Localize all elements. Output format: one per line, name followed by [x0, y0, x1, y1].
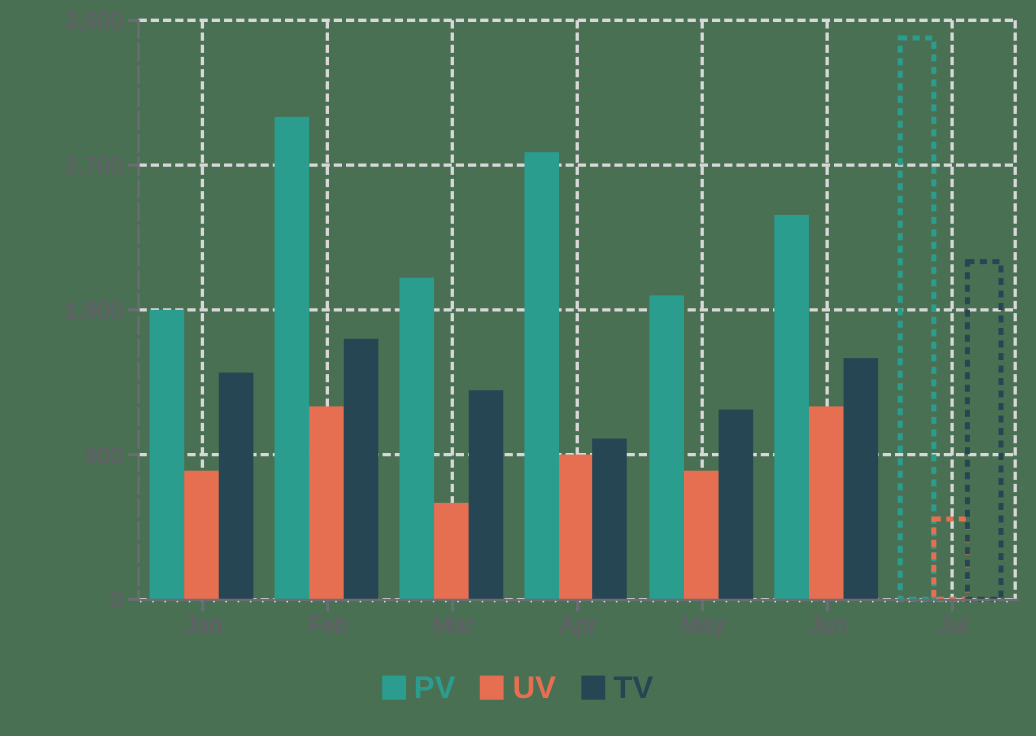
svg-text:3,600: 3,600 [64, 8, 123, 34]
svg-text:0: 0 [110, 587, 123, 613]
svg-text:Feb: Feb [308, 611, 348, 637]
svg-text:TV: TV [613, 670, 653, 705]
svg-text:900: 900 [84, 442, 123, 468]
svg-text:Jul: Jul [938, 611, 968, 637]
svg-text:UV: UV [513, 670, 557, 705]
svg-text:Apr: Apr [560, 611, 597, 637]
svg-text:1,800: 1,800 [64, 297, 123, 323]
svg-text:Mar: Mar [433, 611, 473, 637]
svg-text:Jun: Jun [809, 611, 847, 637]
svg-text:Jan: Jan [184, 611, 222, 637]
svg-text:2,700: 2,700 [64, 153, 123, 179]
svg-text:PV: PV [414, 670, 456, 705]
svg-text:May: May [681, 611, 725, 637]
